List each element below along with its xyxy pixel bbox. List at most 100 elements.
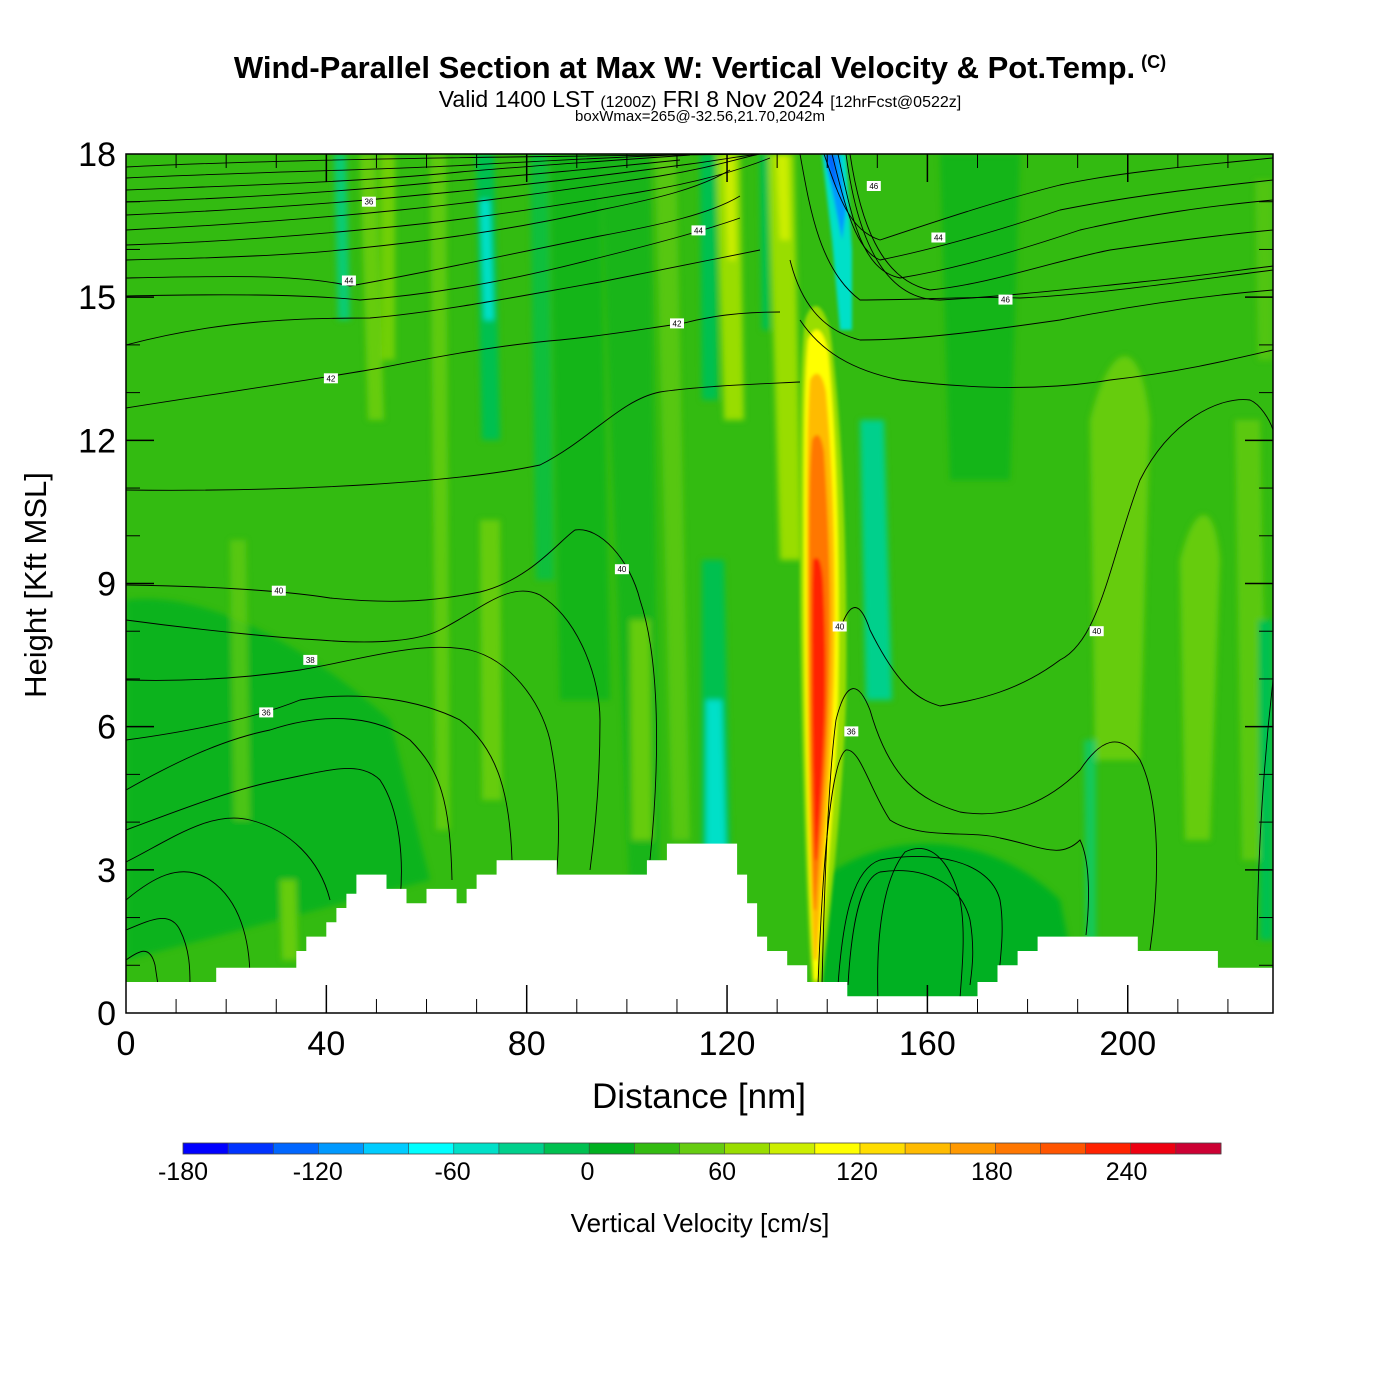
contour-label-bg	[341, 275, 356, 286]
contour-label: 42	[323, 373, 338, 384]
contour-label-bg	[361, 196, 376, 207]
colorbar-tick-label: -60	[435, 1158, 471, 1186]
contour-label-text: 44	[344, 277, 353, 286]
colorbar	[182, 1142, 1222, 1155]
colorbar-swatch	[1175, 1143, 1222, 1154]
colorbar-tick-label: 120	[836, 1158, 878, 1186]
y-tick-label: 18	[78, 136, 116, 174]
colorbar-swatch	[995, 1143, 1041, 1154]
contour-label-bg	[303, 654, 318, 665]
theta-line	[126, 195, 741, 287]
theta-line	[126, 871, 251, 981]
streak-lg-7	[716, 154, 744, 420]
copyright-mark: (C)	[1141, 52, 1167, 72]
y-tick-label: 3	[97, 852, 116, 890]
contour-label-text: 42	[326, 374, 335, 383]
x-tick-label: 120	[699, 1025, 756, 1063]
theta-line	[126, 154, 761, 216]
streak-lg-1	[360, 154, 384, 420]
x-tick-label: 80	[508, 1025, 546, 1063]
colorbar-swatch	[228, 1143, 274, 1154]
box-wmax-info: boxWmax=265@-32.56,21.70,2042m	[575, 108, 825, 125]
colorbar-tick-label: -180	[158, 1158, 208, 1186]
colorbar-swatch	[1130, 1143, 1177, 1154]
colorbar-swatch	[769, 1143, 816, 1154]
y-tick-label: 0	[97, 995, 116, 1033]
streak-lg-14	[1255, 180, 1273, 360]
contour-label: 46	[998, 294, 1013, 305]
colorbar-tick-labels: -180 -120 -60 0 60 120 180 240	[158, 1158, 1147, 1186]
theta-line	[799, 319, 1273, 388]
valid-date: FRI 8 Nov 2024	[662, 86, 824, 112]
chart-title: Wind-Parallel Section at Max W: Vertical…	[0, 50, 1400, 86]
streak-lg-11	[1090, 356, 1150, 760]
contour-label: 42	[670, 318, 684, 329]
velocity-field: 36 44 44 46 44 46 42 42 40 40 40 40 38 36 36	[126, 154, 1273, 1013]
colorbar-tick-label: 240	[1106, 1158, 1148, 1186]
theta-line	[845, 154, 1273, 301]
y-tick-label: 9	[97, 566, 116, 604]
colorbar-swatch	[950, 1143, 996, 1154]
valid-utc: (1200Z)	[600, 94, 657, 111]
colorbar-swatch	[905, 1143, 951, 1154]
contour-label-bg	[271, 585, 286, 596]
streak-cy-9	[1258, 620, 1273, 940]
y-tick-label: 6	[97, 709, 116, 747]
field-dark-upright	[940, 154, 1020, 480]
theta-line	[126, 817, 331, 901]
theta-line	[789, 259, 1273, 341]
colorbar-swatch	[859, 1143, 906, 1154]
colorbar-tick-label: 60	[708, 1158, 736, 1186]
streak-lg-4	[480, 520, 502, 800]
contour-label-text: 40	[274, 587, 283, 596]
contour-label-text: 38	[306, 656, 315, 665]
theta-line	[831, 154, 1273, 261]
contour-label: 44	[931, 232, 946, 243]
streak-cy-8	[1084, 740, 1096, 940]
colorbar-tick-label: 180	[971, 1158, 1013, 1186]
contour-label: 38	[303, 654, 318, 665]
theta-line	[817, 749, 1089, 986]
colorbar-swatch	[634, 1143, 680, 1154]
colorbar-swatch	[814, 1143, 861, 1154]
downdraft-core	[826, 154, 838, 190]
contour-label-bg	[998, 294, 1013, 305]
chart-subtitle: Valid 1400 LST (1200Z) FRI 8 Nov 2024 [1…	[0, 86, 1400, 113]
contour-label: 44	[691, 225, 706, 236]
forecast-info: [12hrFcst@0522z]	[830, 94, 962, 111]
contour-label-text: 40	[1092, 627, 1101, 636]
streak-cy-5b	[706, 700, 726, 850]
contour-label: 40	[614, 564, 629, 575]
field-dark-lowright	[820, 843, 1080, 1000]
theta-line	[126, 311, 781, 409]
x-tick-label: 200	[1099, 1025, 1156, 1063]
x-tick-label: 40	[307, 1025, 345, 1063]
theta-line	[126, 718, 453, 881]
contour-label-bg	[691, 225, 706, 236]
streak-lg-5	[630, 620, 652, 840]
theta-line	[849, 154, 1273, 291]
contour-label-text: 36	[262, 708, 271, 717]
contour-label-text: 42	[673, 319, 682, 328]
theta-line	[823, 154, 1273, 241]
y-tick-label: 12	[78, 422, 116, 460]
colorbar-label: Vertical Velocity [cm/s]	[570, 1208, 830, 1238]
theta-line	[847, 870, 974, 986]
streak-lg-9	[230, 540, 250, 820]
downdraft-mid	[824, 154, 846, 240]
x-axis-label: Distance [nm]	[592, 1077, 806, 1116]
x-tick-labels: 0 40 80 120 160 200	[117, 1025, 1157, 1063]
field-dark-mid	[550, 154, 610, 700]
theta-line	[126, 381, 801, 491]
chart-title-text: Wind-Parallel Section at Max W: Vertical…	[233, 50, 1136, 85]
colorbar-swatch	[544, 1143, 590, 1154]
axis-minor-ticks	[126, 154, 1273, 1013]
theta-line	[126, 154, 701, 179]
y-tick-labels: 0 3 6 9 12 15 18	[78, 136, 116, 1033]
theta-line	[126, 154, 761, 231]
contour-label-bg	[614, 564, 629, 575]
colorbar-frame	[182, 1142, 1222, 1155]
colorbar-swatch	[273, 1143, 319, 1154]
theta-line	[126, 768, 402, 901]
updraft-red	[812, 558, 826, 860]
